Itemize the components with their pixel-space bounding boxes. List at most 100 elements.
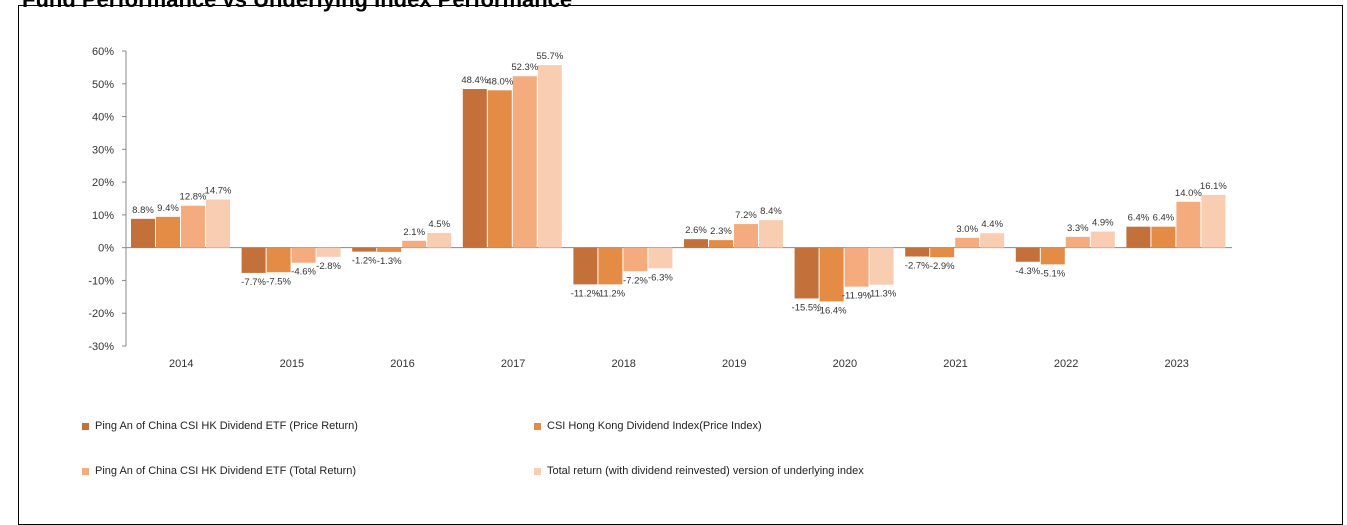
bar bbox=[206, 199, 230, 248]
data-label: -4.3% bbox=[1015, 266, 1040, 277]
data-label: -16.4% bbox=[817, 305, 848, 316]
data-label: 9.4% bbox=[157, 203, 179, 214]
y-tick-label: 10% bbox=[92, 210, 114, 222]
data-label: -1.3% bbox=[377, 256, 402, 267]
x-tick-label: 2020 bbox=[833, 358, 857, 370]
bar bbox=[462, 89, 487, 248]
bar bbox=[266, 247, 291, 273]
legend-item: Ping An of China CSI HK Dividend ETF (Pr… bbox=[82, 420, 358, 432]
bar bbox=[537, 65, 562, 248]
data-label: 48.0% bbox=[486, 76, 513, 87]
data-label: 2.1% bbox=[403, 227, 425, 238]
bar bbox=[241, 247, 266, 273]
data-label: -7.5% bbox=[266, 276, 291, 287]
data-label: -4.6% bbox=[291, 267, 316, 278]
bar bbox=[1040, 247, 1065, 265]
data-label: 3.0% bbox=[956, 224, 978, 235]
y-tick-label: -10% bbox=[88, 275, 114, 287]
data-label: -15.5% bbox=[792, 302, 823, 313]
bar bbox=[794, 247, 819, 299]
y-tick-label: 50% bbox=[92, 79, 114, 91]
bar bbox=[980, 233, 1005, 248]
legend-swatch bbox=[82, 422, 89, 430]
data-label: 4.9% bbox=[1092, 218, 1114, 229]
bars bbox=[131, 65, 1226, 302]
bar bbox=[181, 205, 205, 248]
bar bbox=[1015, 247, 1040, 262]
bar bbox=[819, 247, 844, 302]
y-tick-label: 40% bbox=[92, 112, 114, 124]
data-label: 4.4% bbox=[981, 219, 1003, 230]
legend-label: Ping An of China CSI HK Dividend ETF (Pr… bbox=[95, 420, 358, 432]
bar bbox=[512, 76, 537, 248]
x-tick-label: 2018 bbox=[611, 358, 635, 370]
bar bbox=[684, 239, 708, 248]
bar bbox=[1126, 226, 1151, 248]
data-label: 16.1% bbox=[1200, 181, 1227, 192]
data-label: 4.5% bbox=[428, 219, 450, 230]
data-label: 6.4% bbox=[1128, 213, 1150, 224]
data-label: -11.9% bbox=[842, 291, 872, 302]
data-label: -1.2% bbox=[352, 256, 377, 267]
data-label: 48.4% bbox=[461, 75, 488, 86]
legend-swatch bbox=[534, 422, 541, 430]
legend-item: CSI Hong Kong Dividend Index(Price Index… bbox=[534, 420, 762, 432]
bar bbox=[955, 237, 980, 248]
data-label: -11.2% bbox=[596, 288, 626, 299]
data-label: -7.2% bbox=[623, 275, 648, 286]
x-tick-label: 2019 bbox=[722, 358, 746, 370]
x-tick-label: 2014 bbox=[169, 358, 193, 370]
bar bbox=[427, 232, 452, 248]
bar bbox=[869, 247, 894, 285]
bar bbox=[734, 224, 758, 248]
y-axis: -30% -20% -10% 0% 10% 20% 30% 40% 50% 60% bbox=[88, 46, 127, 353]
data-label: -11.2% bbox=[571, 288, 601, 299]
data-label: 2.6% bbox=[685, 225, 707, 236]
bar bbox=[1090, 231, 1115, 248]
bar bbox=[648, 247, 673, 269]
x-tick-label: 2021 bbox=[943, 358, 967, 370]
data-label: -5.1% bbox=[1040, 268, 1065, 279]
x-tick-label: 2017 bbox=[501, 358, 525, 370]
bar bbox=[905, 247, 930, 257]
data-label: 8.4% bbox=[760, 206, 782, 217]
legend-swatch bbox=[534, 467, 541, 475]
bar bbox=[487, 90, 512, 248]
y-tick-label: 0% bbox=[98, 243, 114, 255]
data-label: -7.7% bbox=[241, 277, 266, 288]
bar bbox=[316, 247, 341, 257]
y-tick-label: 60% bbox=[92, 46, 114, 58]
bar bbox=[573, 247, 598, 285]
x-tick-label: 2015 bbox=[280, 358, 304, 370]
data-label: -2.8% bbox=[316, 261, 341, 272]
data-label: -11.3% bbox=[867, 289, 897, 300]
data-label: 3.3% bbox=[1067, 223, 1089, 234]
bar bbox=[1065, 236, 1090, 248]
bar bbox=[131, 218, 155, 248]
bar bbox=[930, 247, 955, 258]
y-tick-label: -30% bbox=[88, 341, 114, 353]
y-tick-label: 20% bbox=[92, 177, 114, 189]
data-label: -6.3% bbox=[648, 272, 673, 283]
bar bbox=[1201, 194, 1226, 248]
bar bbox=[1176, 201, 1201, 248]
data-label: 55.7% bbox=[536, 51, 563, 62]
y-tick-label: 30% bbox=[92, 144, 114, 156]
bar bbox=[291, 247, 316, 263]
bar bbox=[402, 240, 427, 248]
bar bbox=[759, 220, 783, 248]
data-labels: 8.8% 9.4%12.8%14.7% -7.7% -7.5%-4.6%-2.8% -1… bbox=[132, 51, 1227, 316]
legend-label: CSI Hong Kong Dividend Index(Price Index… bbox=[547, 420, 762, 432]
data-label: -2.9% bbox=[930, 261, 955, 272]
bar bbox=[352, 247, 377, 252]
data-label: -2.7% bbox=[905, 261, 930, 272]
bar bbox=[623, 247, 648, 272]
legend-item: Total return (with dividend reinvested) … bbox=[534, 465, 864, 477]
legend-swatch bbox=[82, 467, 89, 475]
bar bbox=[377, 247, 402, 252]
bar bbox=[1151, 226, 1176, 248]
data-label: 14.0% bbox=[1175, 188, 1202, 199]
bar bbox=[709, 240, 733, 248]
data-label: 12.8% bbox=[180, 192, 207, 203]
data-label: 52.3% bbox=[511, 62, 538, 73]
